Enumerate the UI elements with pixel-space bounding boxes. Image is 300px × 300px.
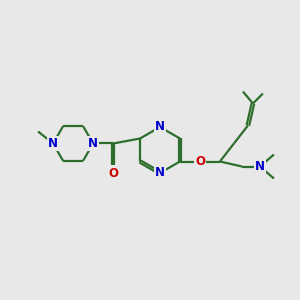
Text: N: N	[155, 121, 165, 134]
Text: N: N	[88, 137, 98, 150]
Text: N: N	[255, 160, 265, 173]
Text: O: O	[195, 155, 205, 168]
Text: N: N	[48, 137, 58, 150]
Text: N: N	[155, 167, 165, 179]
Text: O: O	[108, 167, 118, 180]
Text: N: N	[88, 137, 98, 150]
